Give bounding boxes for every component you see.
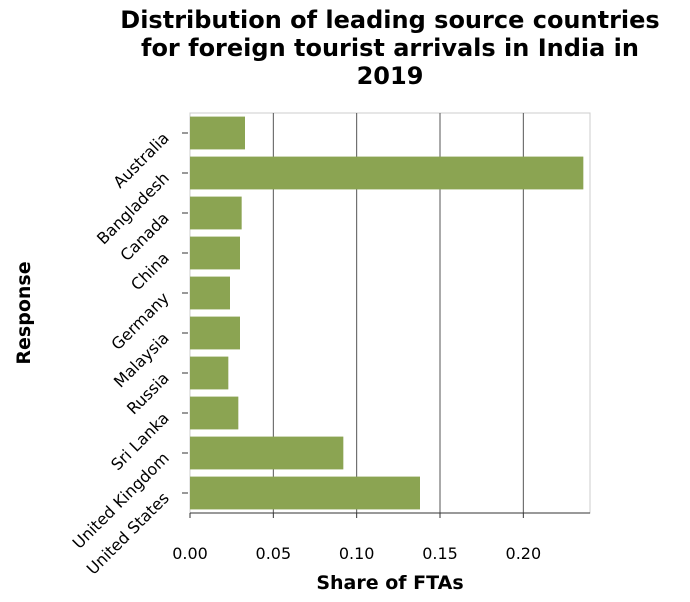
bar-china xyxy=(190,236,240,270)
y-axis-title: Response xyxy=(13,261,35,364)
x-tick-label-3: 0.15 xyxy=(422,544,458,563)
x-tick-label-4: 0.20 xyxy=(506,544,542,563)
bar-sri-lanka xyxy=(190,396,239,430)
chart-title-line-2: for foreign tourist arrivals in India in xyxy=(141,34,639,62)
bar-russia xyxy=(190,356,229,390)
bar-germany xyxy=(190,276,230,310)
chart-title-line-1: Distribution of leading source countries xyxy=(120,6,660,34)
x-tick-label-1: 0.05 xyxy=(256,544,292,563)
bar-malaysia xyxy=(190,316,240,350)
bars xyxy=(190,116,584,510)
bar-bangladesh xyxy=(190,156,584,190)
y-axis-ticks: AustraliaBangladeshCanadaChinaGermanyMal… xyxy=(69,128,188,578)
chart-title-line-3: 2019 xyxy=(356,62,424,90)
bar-united-kingdom xyxy=(190,436,344,470)
bar-canada xyxy=(190,196,242,230)
x-axis-ticks: 0.00 0.05 0.10 0.15 0.20 xyxy=(172,513,541,563)
bar-united-states xyxy=(190,476,420,510)
bar-australia xyxy=(190,116,245,150)
x-tick-label-2: 0.10 xyxy=(339,544,375,563)
chart-title: Distribution of leading source countries… xyxy=(60,6,690,90)
x-axis-title: Share of FTAs xyxy=(316,572,463,594)
x-tick-label-0: 0.00 xyxy=(172,544,208,563)
